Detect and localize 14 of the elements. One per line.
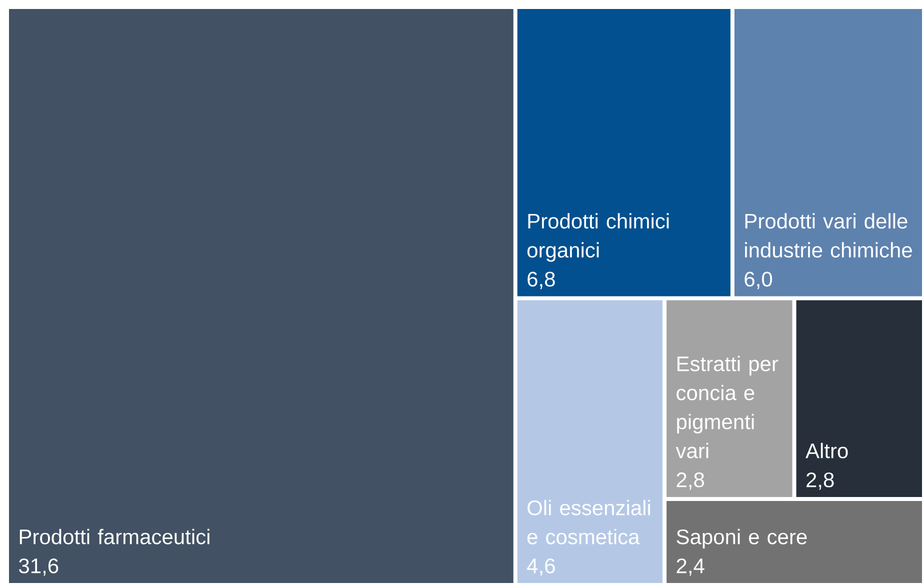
category-label: Prodotti farmaceutici [20, 528, 210, 544]
category-label: Prodotti vari delle industrie chimiche [745, 213, 912, 258]
data-label: 6,0 [744, 272, 772, 290]
category-label: Estratti per concia e pigmenti vari [676, 356, 778, 458]
category-label: Prodotti chimici organici [527, 213, 669, 262]
data-label: 2,8 [676, 472, 704, 490]
category-label: Altro [806, 442, 848, 458]
data-label: 2,4 [676, 558, 704, 576]
data-label: 4,6 [527, 558, 555, 576]
data-label: 6,8 [528, 272, 555, 290]
category-label: Oli essenziali e cosmetica [527, 500, 650, 544]
data-label: 2,8 [806, 472, 834, 490]
category-label: Saponi e cere [676, 528, 807, 548]
data-label: 31,6 [18, 558, 58, 576]
